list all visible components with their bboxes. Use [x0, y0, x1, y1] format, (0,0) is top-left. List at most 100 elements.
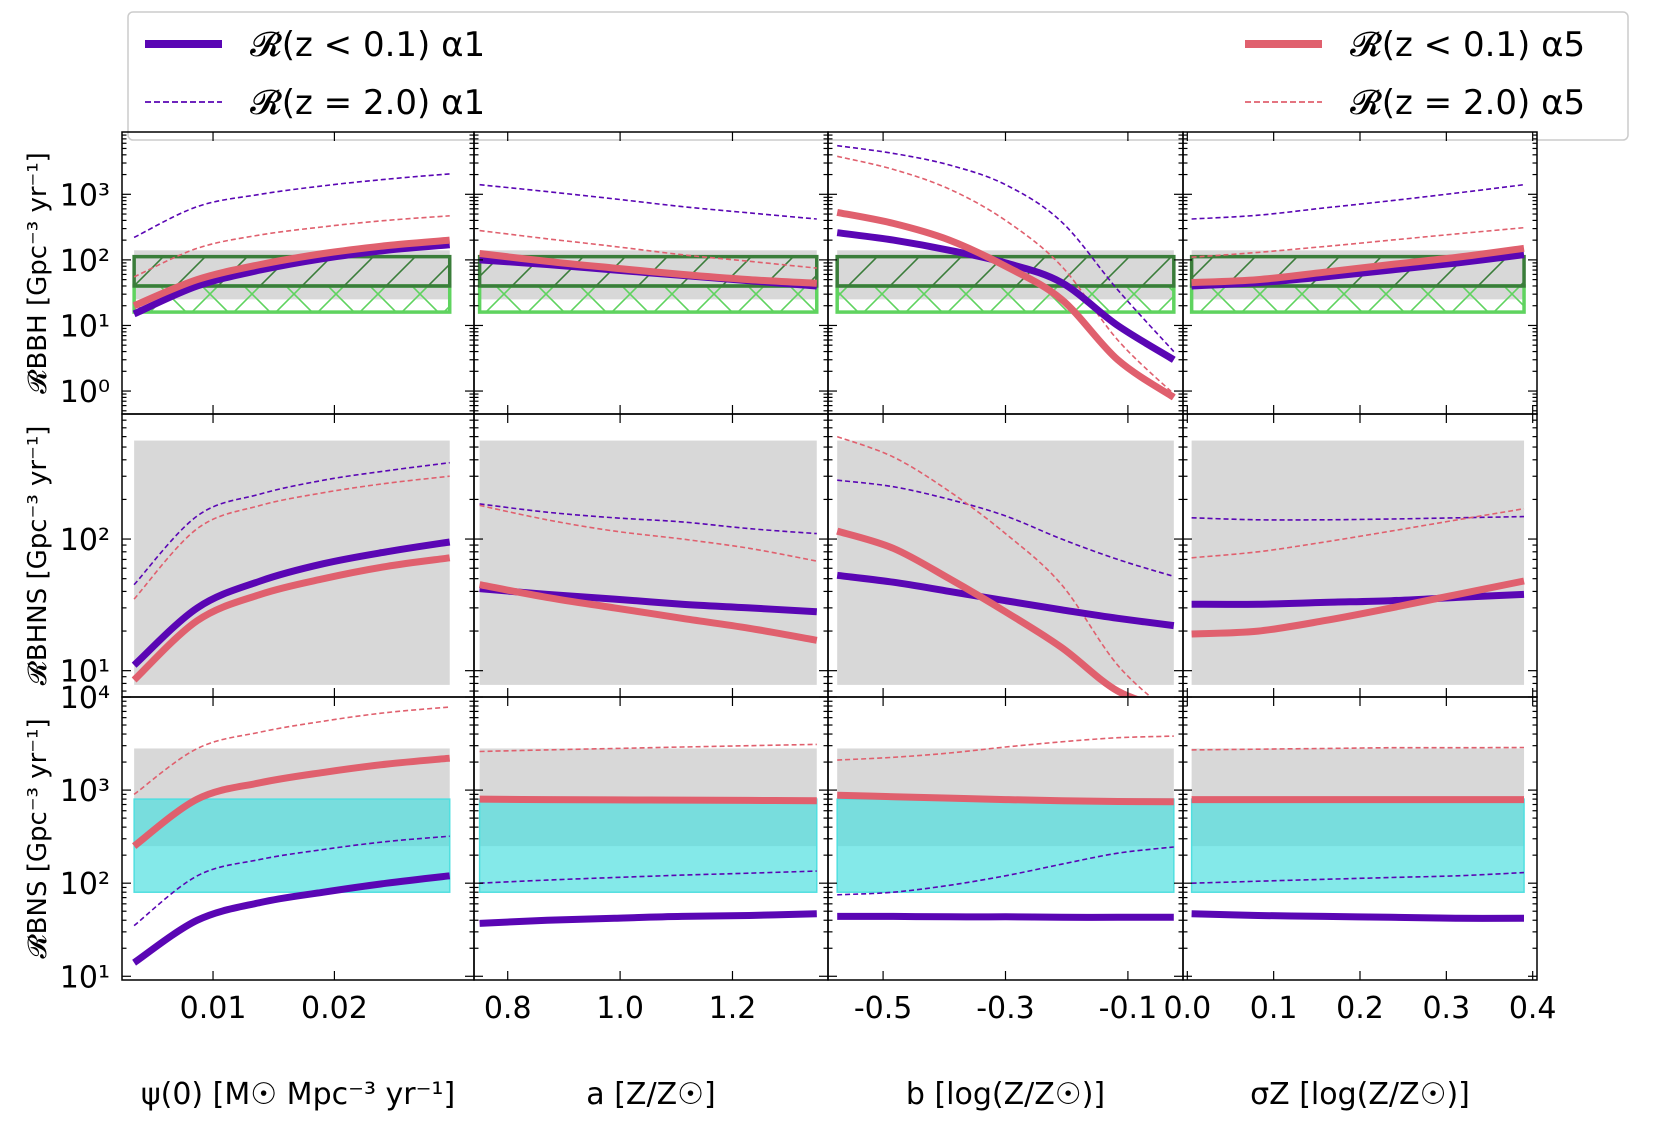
series-a5z2 [1191, 226, 1525, 258]
y-tick-label: 10² [60, 523, 110, 558]
series-a1z0 [131, 538, 451, 668]
y-axis-titles: 𝓡BBH [Gpc⁻³ yr⁻¹] 𝓡BHNS [Gpc⁻³ yr⁻¹] 𝓡BNS … [23, 152, 53, 958]
series-a5z2 [1191, 746, 1525, 751]
series-a1z2 [133, 461, 450, 586]
panel-bhns-a [473, 413, 829, 698]
series-a5z0 [836, 208, 1176, 401]
panel-bbh-a [473, 131, 829, 415]
y-tick-label: 10² [60, 244, 110, 279]
y-axis-title-bhns: 𝓡BHNS [Gpc⁻³ yr⁻¹] [23, 426, 53, 686]
series-a1z0 [1191, 910, 1525, 922]
y-tick-label: 10⁰ [60, 375, 110, 410]
y-axis-title-bns: 𝓡BNS [Gpc⁻³ yr⁻¹] [23, 718, 53, 958]
panel-bns-a: 0.8 1.0 1.2 [473, 696, 829, 1026]
series-a1z2 [1191, 871, 1525, 884]
panel-bns-psi: 10¹ 10² 10³ 10⁴ 0.01 0.02 [60, 681, 475, 1026]
y-tick-label: 10² [60, 867, 110, 902]
series-a1z2 [1191, 515, 1525, 521]
series-a5z2 [479, 743, 817, 753]
panel-bhns-psi: 10¹ 10² [60, 413, 475, 698]
x-tick-label: 1.0 [596, 991, 644, 1026]
series-a5z0 [1191, 577, 1525, 638]
series-a5z0 [132, 236, 451, 309]
series-a5z2 [1191, 507, 1525, 559]
series-a1z2 [837, 846, 1174, 896]
band-cyan [133, 798, 451, 893]
y-tick-label: 10¹ [60, 655, 110, 690]
band-cyan [478, 798, 818, 893]
panel-grid: 10⁰ 10¹ 10² 10³ 10¹ 10² 10¹ 10² 10³ 10⁴ 0.01 0.02 0.… [60, 131, 1557, 1026]
series-a1z0 [479, 910, 817, 927]
x-axis-title-b: b [log(Z/Z☉)] [906, 1077, 1105, 1112]
band-hatch-light-green [477, 284, 819, 314]
series-a1z0 [836, 571, 1175, 630]
panel-bns-b: -0.5 -0.3 -0.1 [827, 696, 1184, 1026]
band-hatch-light-green [835, 284, 1176, 314]
series-a1z0 [837, 912, 1174, 921]
series-a1z2 [479, 503, 817, 535]
legend-label-alpha1-z2: 𝓡(z = 2.0) α1 [250, 83, 485, 123]
x-tick-label: 0.4 [1509, 991, 1557, 1026]
series-a5z0 [131, 554, 451, 683]
series-a5z2 [837, 735, 1174, 761]
x-tick-label: 0.01 [180, 991, 247, 1026]
series-a1z2 [479, 183, 817, 220]
panel-bbh-b [827, 131, 1184, 415]
series-a1z2 [479, 870, 817, 884]
band-cyan [836, 798, 1175, 893]
y-tick-label: 10¹ [60, 309, 110, 344]
y-tick-label: 10³ [60, 178, 110, 213]
series-a5z2 [837, 155, 1175, 395]
series-a1z2 [1191, 183, 1525, 220]
panel-bns-sigma: 0.0 0.1 0.2 0.3 0.4 [1163, 696, 1557, 1026]
x-tick-label: 0.2 [1336, 991, 1384, 1026]
series-a5z0 [837, 791, 1174, 806]
series-a5z2 [479, 504, 817, 562]
x-tick-label: 0.1 [1250, 991, 1298, 1026]
band-hatch-light-green [1189, 284, 1526, 314]
series-a5z0 [478, 581, 818, 644]
series-a5z0 [479, 250, 817, 287]
x-axis-titles: ψ(0) [M☉ Mpc⁻³ yr⁻¹] a [Z/Z☉] b [log(Z/Z☉)… [141, 1077, 1470, 1112]
y-tick-label: 10³ [60, 774, 110, 809]
panel-bbh-sigma [1182, 131, 1538, 415]
band-gray [1191, 440, 1525, 685]
legend-label-alpha5-z0: 𝓡(z < 0.1) α5 [1350, 25, 1585, 65]
x-axis-title-psi: ψ(0) [M☉ Mpc⁻³ yr⁻¹] [141, 1077, 455, 1112]
band-gray [479, 440, 817, 685]
series-a1z0 [1191, 590, 1525, 608]
series-a5z0 [131, 754, 451, 849]
x-tick-label: -0.1 [1099, 991, 1158, 1026]
series-a5z0 [479, 795, 817, 805]
legend-label-alpha1-z0: 𝓡(z < 0.1) α1 [250, 25, 485, 65]
x-tick-label: 0.3 [1422, 991, 1470, 1026]
series-a1z2 [133, 835, 450, 927]
series-a1z0 [132, 872, 451, 966]
series-a1z2 [133, 173, 450, 239]
x-tick-label: 0.8 [484, 991, 532, 1026]
series-a1z2 [837, 479, 1175, 578]
series-a5z0 [1191, 244, 1525, 287]
series-a1z2 [837, 144, 1175, 353]
band-gray [837, 440, 1174, 685]
series-a5z0 [836, 527, 1141, 697]
x-tick-label: -0.3 [976, 991, 1035, 1026]
x-tick-label: 0.02 [301, 991, 368, 1026]
series-a5z2 [133, 475, 450, 600]
panel-bhns-b [827, 413, 1184, 698]
panel-bbh-psi: 10⁰ 10¹ 10² 10³ [60, 131, 475, 415]
x-tick-label: -0.5 [854, 991, 913, 1026]
series-a5z2 [133, 706, 450, 796]
legend: 𝓡(z < 0.1) α1 𝓡(z = 2.0) α1 𝓡(z < 0.1) α… [127, 11, 1629, 141]
band-cyan [1190, 798, 1525, 893]
x-axis-title-sigma: σZ [log(Z/Z☉)] [1250, 1077, 1470, 1112]
panel-bhns-sigma [1182, 413, 1538, 698]
series-a1z0 [132, 241, 450, 318]
x-tick-label: 0.0 [1163, 991, 1211, 1026]
series-a5z2 [479, 229, 817, 269]
series-a5z2 [836, 435, 1152, 697]
x-axis-title-a: a [Z/Z☉] [586, 1077, 715, 1112]
legend-label-alpha5-z2: 𝓡(z = 2.0) α5 [1350, 83, 1585, 123]
y-axis-title-bbh: 𝓡BBH [Gpc⁻³ yr⁻¹] [23, 152, 53, 394]
